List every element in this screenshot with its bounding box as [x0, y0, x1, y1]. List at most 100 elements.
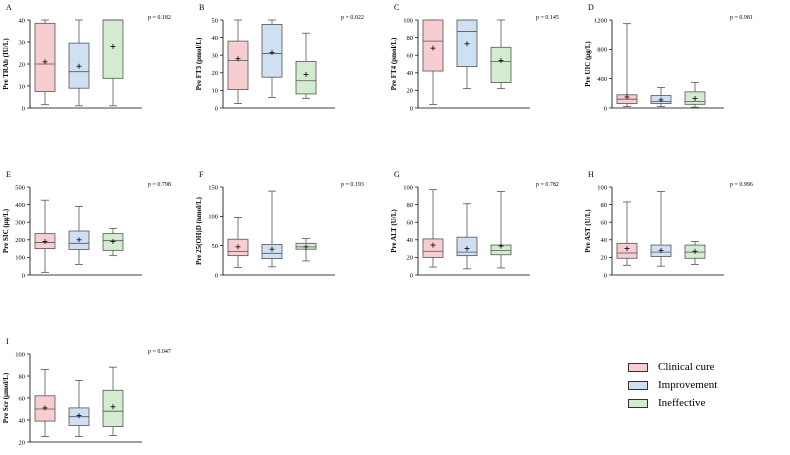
panel-i-ytick-label: 60	[19, 395, 26, 402]
panel-i-ytick-label: 100	[15, 351, 25, 358]
panel-b-ytick-label: 40	[212, 35, 219, 42]
panel-b-box-ineffective-iqr	[295, 60, 317, 95]
panel-c-pvalue: p = 0.145	[536, 15, 559, 21]
panel-g-ytick-label: 0	[410, 272, 413, 279]
panel-a-letter: A	[6, 3, 12, 12]
panel-a-box-clinical-cure-iqr	[34, 22, 56, 92]
panel-e: Ep = 0.798 Pre SIC (μg/L) 0 100 200 300 400 500	[2, 170, 171, 279]
panel-i-box-improvement	[68, 379, 90, 437]
legend-swatch-ineffective	[628, 398, 648, 408]
panel-e-ylabel: Pre SIC (μg/L)	[2, 208, 10, 253]
panel-c-ytick-label: 100	[403, 17, 413, 24]
panel-c-ytick-label: 40	[407, 70, 414, 77]
panel-a-box-improvement	[68, 19, 90, 107]
panel-d-box-ineffective	[684, 81, 706, 108]
panel-b-box-improvement	[261, 19, 283, 98]
panel-g-ytick-label: 20	[407, 255, 414, 262]
panel-f-ylabel: Pre 25(OH)D (nmol/L)	[195, 196, 203, 265]
panel-h-ytick-label: 60	[601, 220, 608, 227]
legend-swatch-improvement	[628, 380, 648, 390]
panel-a-ytick-label: 0	[22, 105, 25, 112]
panel-f-ytick-label: 50	[212, 243, 219, 250]
panel-e-box-ineffective	[102, 227, 124, 257]
panel-g-ytick-label: 100	[403, 184, 413, 191]
panel-b-box-clinical-cure	[227, 19, 249, 104]
panel-d-ytick-label: 400	[597, 76, 607, 83]
panel-g-ylabel: Pre ALT (U/L)	[390, 209, 398, 253]
panel-a-pvalue: p = 0.182	[148, 15, 171, 21]
panel-b-box-clinical-cure-iqr	[227, 40, 249, 90]
legend-item-clinical-cure: Clinical cure	[628, 358, 778, 376]
panel-c: Cp = 0.145 Pre FT4 (pmol/L) 0 20 40 60 80 100	[390, 3, 559, 112]
panel-b-pvalue: p = 0.022	[341, 15, 364, 21]
panel-g-ytick-label: 40	[407, 237, 414, 244]
legend-item-ineffective: Ineffective	[628, 394, 778, 412]
panel-d-pvalue: p = 0.981	[730, 15, 753, 21]
panel-b-ytick-label: 0	[215, 105, 218, 112]
panel-h: Hp = 0.996 Pre AST (U/L) 0 20 40 60 80 100	[584, 170, 753, 279]
panel-f-ytick-label: 100	[208, 214, 218, 221]
panel-h-ytick-label: 80	[601, 202, 608, 209]
panel-c-box-ineffective	[490, 19, 512, 90]
panel-e-box-clinical-cure	[34, 199, 56, 273]
panel-i-ytick-label: 40	[19, 417, 26, 424]
panel-d-ytick-label: 800	[597, 47, 607, 54]
panel-f-letter: F	[199, 170, 204, 179]
panel-h-box-ineffective	[684, 241, 706, 265]
panel-g-box-improvement	[456, 203, 478, 270]
panel-i-ylabel: Pre Scr (μmol/L)	[2, 372, 10, 423]
panel-c-box-ineffective-iqr	[490, 46, 512, 83]
panel-g-ytick-label: 60	[407, 220, 414, 227]
panel-a-ytick-label: 30	[19, 39, 26, 46]
panel-b: Bp = 0.022 Pre FT3 (pmol/L) 0 10 20 30 40 50	[195, 3, 364, 112]
panel-b-box-ineffective	[295, 32, 317, 99]
legend: Clinical cure Improvement Ineffective	[628, 358, 778, 412]
legend-item-improvement: Improvement	[628, 376, 778, 394]
panel-d-box-improvement	[650, 87, 672, 107]
panel-d-ylabel: Pre UIC (μg/L)	[584, 41, 592, 87]
panel-g: Gp = 0.782 Pre ALT (U/L) 0 20 40 60 80 100	[390, 170, 559, 279]
panel-f-ytick-label: 0	[215, 272, 218, 279]
panel-b-ytick-label: 30	[212, 53, 219, 60]
panel-a-box-ineffective	[102, 19, 124, 107]
panel-h-box-improvement	[650, 190, 672, 267]
panel-f: Fp = 0.193 Pre 25(OH)D (nmol/L) 0 50 100 150	[195, 170, 364, 279]
panel-d: Dp = 0.981 Pre UIC (μg/L) 0 400 800 1200	[584, 3, 753, 112]
panel-h-letter: H	[588, 170, 594, 179]
panel-c-box-clinical-cure	[422, 19, 444, 105]
panel-i: Ip = 0.047 Pre Scr (μmol/L) 20 40 60 80 100	[2, 337, 171, 446]
panel-d-ytick-label: 0	[604, 105, 607, 112]
panel-e-letter: E	[6, 170, 11, 179]
panel-a-ylabel: Pre TRAb (IU/L)	[2, 38, 10, 90]
panel-h-ytick-label: 0	[604, 272, 607, 279]
legend-label-clinical-cure: Clinical cure	[658, 361, 715, 373]
legend-label-ineffective: Ineffective	[658, 397, 706, 409]
panel-c-box-improvement	[456, 19, 478, 90]
panel-i-ytick-label: 20	[19, 439, 26, 446]
panel-a-box-ineffective-iqr	[102, 19, 124, 79]
panel-h-box-clinical-cure	[616, 201, 638, 266]
panel-g-box-clinical-cure	[422, 189, 444, 268]
panel-f-box-improvement	[261, 190, 283, 268]
panel-f-box-ineffective	[295, 238, 317, 262]
panel-h-ytick-label: 20	[601, 255, 608, 262]
panel-b-letter: B	[199, 3, 204, 12]
panel-c-ytick-label: 20	[407, 88, 414, 95]
panel-e-ytick-label: 200	[15, 237, 25, 244]
panel-i-pvalue: p = 0.047	[148, 349, 171, 355]
panel-g-box-ineffective	[490, 190, 512, 269]
panel-a-ytick-label: 10	[19, 83, 26, 90]
panel-i-box-clinical-cure	[34, 368, 56, 437]
panel-e-pvalue: p = 0.798	[148, 182, 171, 188]
panel-b-ylabel: Pre FT3 (pmol/L)	[195, 37, 203, 90]
panel-c-box-clinical-cure-iqr	[422, 19, 444, 72]
panel-c-ylabel: Pre FT4 (pmol/L)	[390, 37, 398, 90]
panel-h-ytick-label: 40	[601, 237, 608, 244]
panel-f-ytick-label: 150	[208, 184, 218, 191]
panel-h-pvalue: p = 0.996	[730, 182, 753, 188]
panel-b-ytick-label: 20	[212, 70, 219, 77]
panel-f-box-clinical-cure	[227, 217, 249, 268]
panel-d-box-clinical-cure	[616, 23, 638, 107]
panel-c-ytick-label: 60	[407, 53, 414, 60]
panel-d-ytick-label: 1200	[594, 17, 607, 24]
